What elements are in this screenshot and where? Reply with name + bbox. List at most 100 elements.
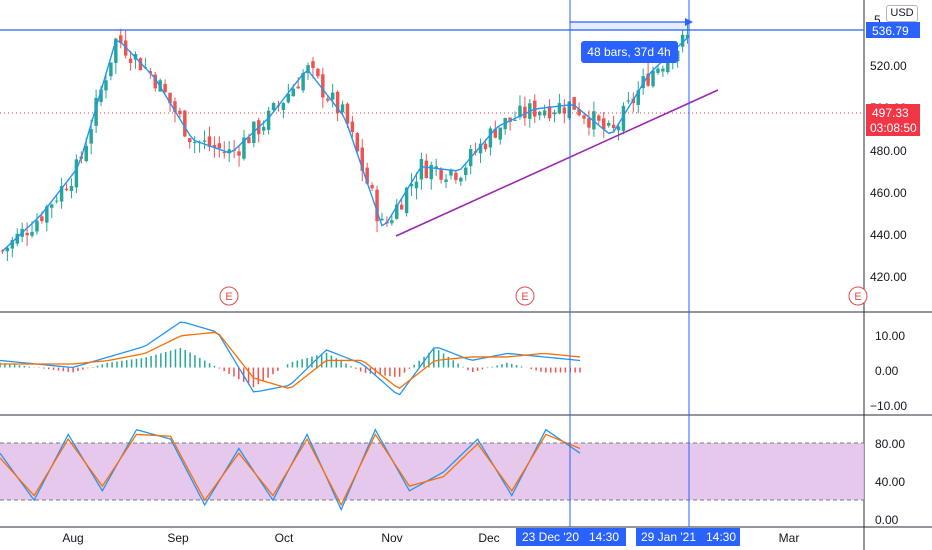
candle: [390, 220, 394, 224]
candle: [508, 117, 512, 122]
stoch-lines-group: [0, 428, 581, 512]
candle: [340, 104, 345, 113]
candle: [40, 216, 44, 222]
candle: [69, 185, 74, 192]
candle: [242, 137, 246, 159]
candle: [247, 137, 251, 144]
moving-average-group: [1, 37, 689, 252]
candle: [94, 97, 98, 126]
candle: [547, 106, 552, 119]
crosshair-time-start-tag: [516, 528, 626, 546]
earnings-marker[interactable]: E: [515, 286, 535, 306]
macd-histogram-group: [0, 347, 581, 388]
candle: [444, 179, 448, 182]
candle: [183, 110, 187, 137]
svg-text:E: E: [854, 291, 861, 303]
crosshair-time-end: 29 Jan '21: [641, 530, 696, 544]
candle: [316, 68, 320, 77]
trendline[interactable]: [395, 89, 719, 237]
candle: [281, 102, 286, 111]
candle: [597, 115, 601, 121]
time-tick: Dec: [478, 531, 499, 545]
candle: [128, 58, 133, 64]
candle: [188, 138, 192, 143]
candle: [641, 76, 645, 89]
candle: [646, 73, 650, 86]
candle: [291, 88, 295, 97]
svg-text:E: E: [225, 291, 232, 303]
candle: [685, 34, 690, 38]
candle: [192, 142, 197, 144]
candle: [602, 118, 606, 130]
candle: [439, 168, 443, 180]
candle: [409, 183, 414, 187]
candle: [50, 204, 54, 208]
candle: [202, 140, 207, 142]
candle: [488, 128, 493, 148]
candle: [523, 106, 527, 119]
candle: [266, 110, 271, 130]
crosshair-price-text: 536.79: [872, 24, 909, 38]
candle: [493, 128, 498, 138]
crosshair-price-tag: [866, 22, 920, 38]
crosshair-time-end-clock: 14:30: [706, 530, 736, 544]
candle: [375, 189, 379, 222]
earnings-marker[interactable]: E: [848, 286, 868, 306]
macd-signal-line: [0, 331, 581, 389]
candle: [163, 83, 167, 93]
candle: [552, 112, 557, 115]
candle: [577, 109, 581, 116]
candle: [35, 220, 39, 232]
candle: [429, 164, 433, 180]
candle: [464, 167, 468, 175]
candle: [89, 129, 93, 144]
candle: [335, 91, 340, 114]
candle: [109, 62, 113, 77]
candle: [582, 115, 586, 119]
last-price-text: 497.33: [872, 106, 909, 120]
candle: [350, 121, 355, 133]
candle: [680, 34, 685, 47]
candle: [513, 119, 517, 121]
candle: [286, 93, 291, 103]
candle: [651, 70, 655, 87]
currency-button[interactable]: USD: [886, 5, 918, 22]
time-tick: Aug: [62, 531, 83, 545]
candle: [178, 110, 182, 115]
candle: [557, 103, 562, 114]
crosshair-time-start-clock: 14:30: [589, 530, 619, 544]
candle: [567, 101, 571, 119]
candle: [572, 97, 576, 110]
price-tick: 480.00: [870, 144, 907, 158]
stoch-tick: 40.00: [875, 475, 905, 489]
candle: [5, 247, 10, 252]
candle: [296, 86, 300, 89]
candle: [207, 136, 212, 147]
stoch-d-line: [0, 433, 581, 507]
candle: [64, 188, 69, 191]
candle: [587, 118, 591, 128]
candle: [355, 133, 360, 152]
candle: [119, 35, 123, 44]
candle: [104, 80, 108, 91]
candle: [380, 218, 384, 221]
candle: [656, 68, 660, 73]
candle: [666, 59, 670, 73]
candle: [399, 204, 404, 210]
candle: [424, 160, 429, 178]
time-tick: Nov: [381, 531, 402, 545]
time-tick: Sep: [167, 531, 189, 545]
time-tick: Mar: [779, 531, 800, 545]
candle: [459, 177, 463, 182]
candle: [84, 145, 88, 162]
last-price-countdown: 03:08:50: [870, 121, 917, 135]
last-price-tag: [866, 104, 920, 136]
candle: [498, 127, 502, 140]
stoch-tick: 80.00: [875, 437, 905, 451]
stoch-band: [0, 443, 864, 500]
macd-line: [0, 321, 581, 396]
measure-range-shade: [570, 22, 689, 31]
candle: [478, 143, 483, 154]
earnings-marker[interactable]: E: [219, 286, 239, 306]
